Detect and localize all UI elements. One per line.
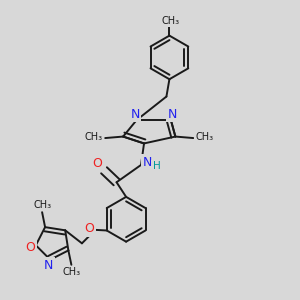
Text: H: H [153,161,160,171]
Text: CH₃: CH₃ [162,16,180,26]
Text: CH₃: CH₃ [33,200,51,210]
Text: N: N [168,108,177,121]
Text: CH₃: CH₃ [62,267,80,277]
Text: N: N [44,259,53,272]
Text: O: O [92,157,102,170]
Text: N: N [130,108,140,121]
Text: CH₃: CH₃ [196,133,214,142]
Text: O: O [26,241,35,254]
Text: N: N [142,156,152,169]
Text: O: O [85,222,94,235]
Text: CH₃: CH₃ [85,133,103,142]
